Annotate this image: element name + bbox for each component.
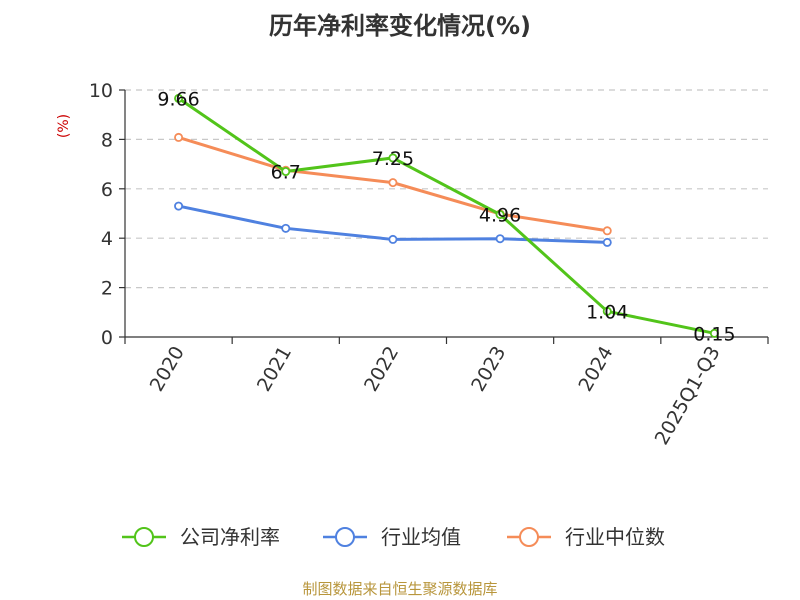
x-tick-label: 2023: [467, 343, 510, 396]
legend-item-label: 公司净利率: [180, 525, 280, 549]
legend-item-label: 行业中位数: [565, 525, 665, 549]
data-point: [281, 223, 291, 233]
legend[interactable]: 公司净利率 行业均值 行业中位数: [122, 525, 665, 549]
y-tick-label: 0: [101, 327, 113, 349]
data-point: [388, 153, 398, 163]
x-tick-label: 2025Q1-Q3: [651, 343, 725, 449]
axes: [119, 89, 769, 344]
data-point: [709, 328, 719, 338]
y-tick-label: 6: [101, 179, 113, 201]
data-point: [174, 201, 184, 211]
data-label: 6.7: [271, 162, 301, 184]
x-tick-label: 2020: [146, 343, 189, 396]
legend-marker: [134, 527, 154, 547]
data-label: 4.96: [479, 204, 521, 226]
data-labels: 9.66 6.7 7.25 4.96 1.04 0.15: [157, 88, 735, 345]
y-tick-label: 2: [101, 278, 113, 300]
data-label: 1.04: [586, 301, 628, 323]
y-tick-label: 4: [101, 228, 113, 250]
data-label: 7.25: [372, 148, 414, 170]
data-label: 9.66: [157, 88, 199, 110]
data-point: [174, 132, 184, 142]
data-point: [602, 237, 612, 247]
legend-item-label: 行业均值: [381, 525, 461, 549]
x-tick-labels: 2020 2021 2022 2023 2024 2025Q1-Q3: [146, 343, 725, 449]
x-tick-label: 2022: [360, 343, 403, 396]
y-tick-label: 8: [101, 129, 113, 151]
data-point: [388, 234, 398, 244]
data-point: [281, 167, 291, 177]
data-label: 0.15: [693, 323, 735, 345]
series-lines: [174, 93, 719, 338]
y-tick-label: 10: [89, 80, 113, 102]
x-tick-label: 2024: [574, 343, 617, 396]
chart-title: 历年净利率变化情况(%): [269, 12, 531, 40]
legend-marker: [519, 527, 539, 547]
y-axis-label: (%): [56, 114, 72, 138]
data-point: [495, 209, 505, 219]
x-tick-label: 2021: [253, 343, 296, 396]
data-point: [388, 178, 398, 188]
legend-marker: [335, 527, 355, 547]
grid-lines: [125, 89, 768, 289]
data-point: [495, 234, 505, 244]
series-line: [177, 97, 715, 335]
data-point: [174, 93, 184, 103]
data-point: [602, 226, 612, 236]
y-tick-labels: 0 2 4 6 8 10: [89, 80, 113, 349]
data-point: [602, 306, 612, 316]
source-note: 制图数据来自恒生聚源数据库: [302, 580, 497, 598]
